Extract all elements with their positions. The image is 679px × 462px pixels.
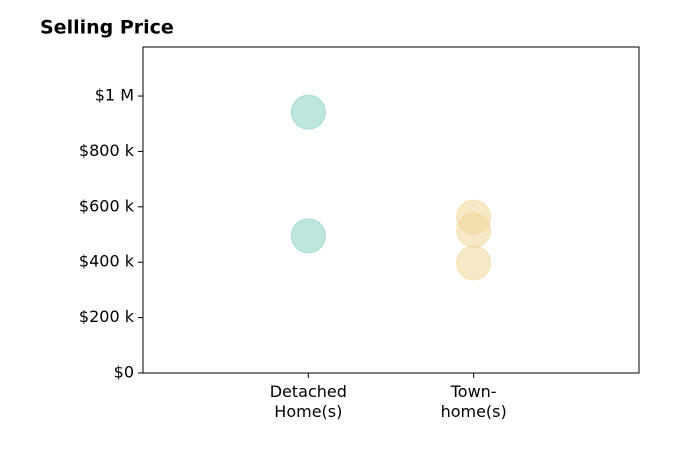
y-tick-label: $0 bbox=[114, 363, 134, 382]
y-tick-label: $800 k bbox=[79, 141, 135, 160]
point bbox=[456, 212, 492, 248]
y-tick-label: $200 k bbox=[79, 307, 135, 326]
x-tick-label: Town- home(s) bbox=[440, 382, 507, 421]
y-tick-label: $1 M bbox=[95, 86, 134, 105]
point bbox=[456, 245, 492, 281]
plot-frame bbox=[142, 46, 640, 374]
point bbox=[290, 218, 326, 254]
chart-title: Selling Price bbox=[40, 17, 174, 39]
y-tick-label: $400 k bbox=[79, 252, 135, 271]
point bbox=[290, 94, 326, 130]
y-tick-label: $600 k bbox=[79, 196, 135, 215]
x-tick-label: Detached Home(s) bbox=[269, 382, 347, 421]
